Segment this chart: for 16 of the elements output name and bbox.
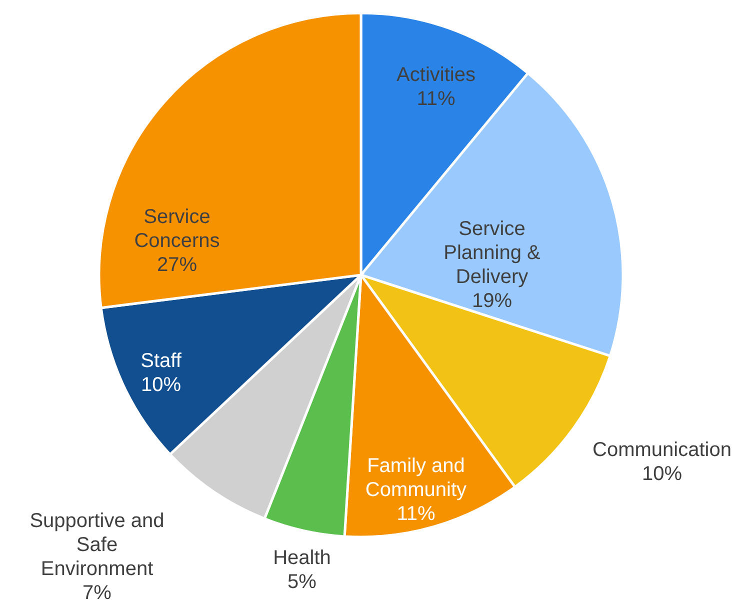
slice-label: Health [273,547,331,569]
data-label: 27% [156,254,198,276]
slice-label: Family and Community [365,455,467,501]
slice-label: Service Planning & Delivery [444,218,542,288]
slice-label: Communication [592,439,732,461]
slice-label: Staff [140,350,182,372]
data-label: 11% [396,503,436,525]
data-label: 10% [140,374,182,396]
slice-label: Supportive and Safe Environment [30,510,164,580]
slice-label: Service Concerns [134,206,220,252]
data-label: 11% [416,88,456,110]
slice-label: Activities [396,64,476,86]
data-label: 19% [472,290,512,312]
data-label: 5% [288,571,317,593]
data-label: 7% [82,582,112,601]
data-label: 10% [642,463,682,485]
